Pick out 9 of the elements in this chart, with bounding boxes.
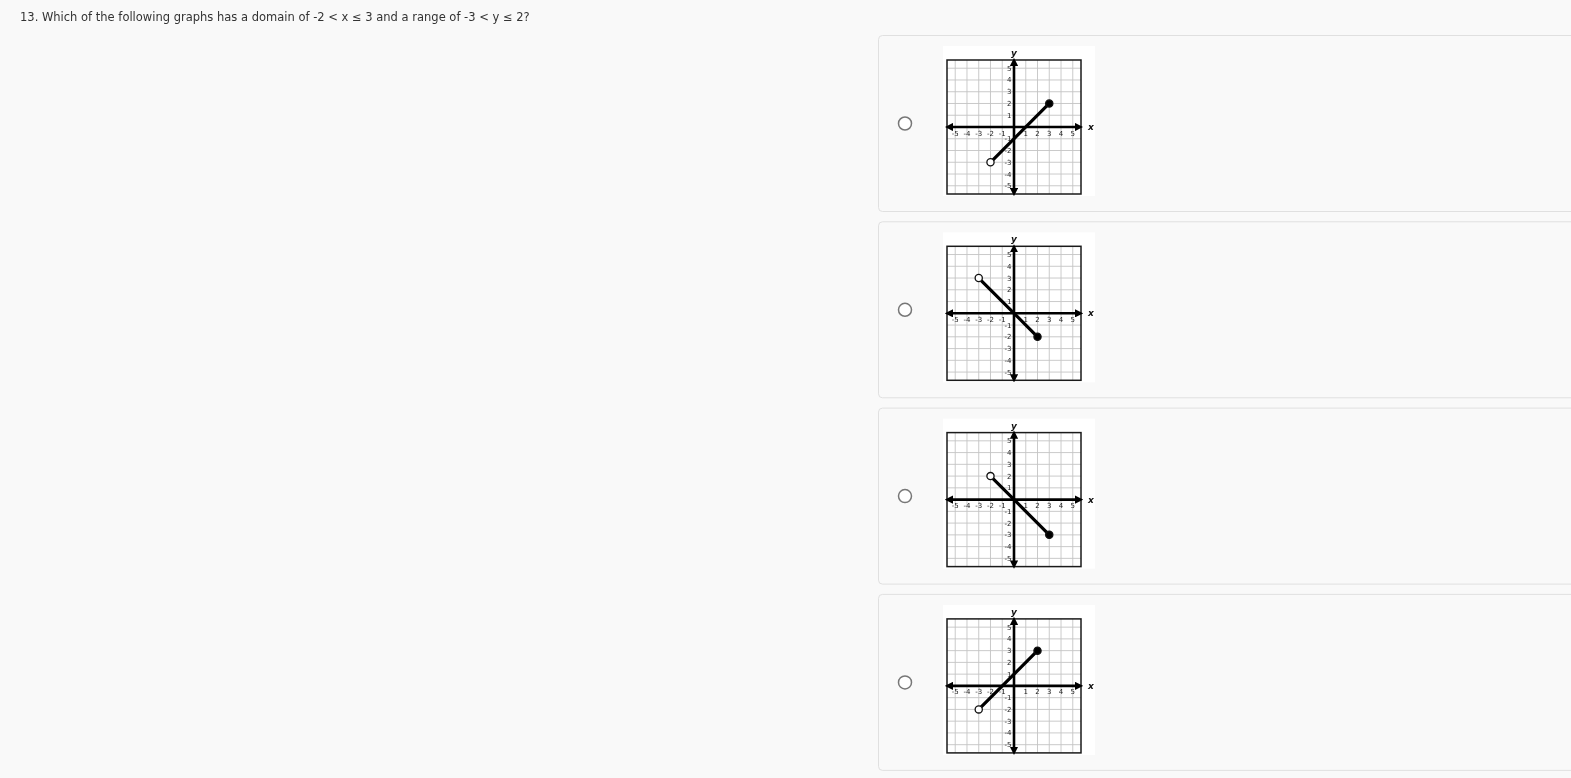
y-axis-title: y — [1011, 606, 1019, 617]
y-axis-title: y — [1011, 420, 1019, 431]
x-axis-title: x — [1087, 680, 1095, 691]
y-axis-title: y — [1011, 48, 1019, 58]
x-axis-title: x — [1087, 308, 1095, 319]
text: 13. Which of the following graphs has a domain of -2 < x ≤ 3 and a range of -3 < y ≤ 2? — [20, 10, 530, 24]
y-axis-title: y — [1011, 234, 1019, 245]
x-axis-title: x — [1087, 494, 1095, 505]
x-axis-title: x — [1087, 122, 1095, 132]
